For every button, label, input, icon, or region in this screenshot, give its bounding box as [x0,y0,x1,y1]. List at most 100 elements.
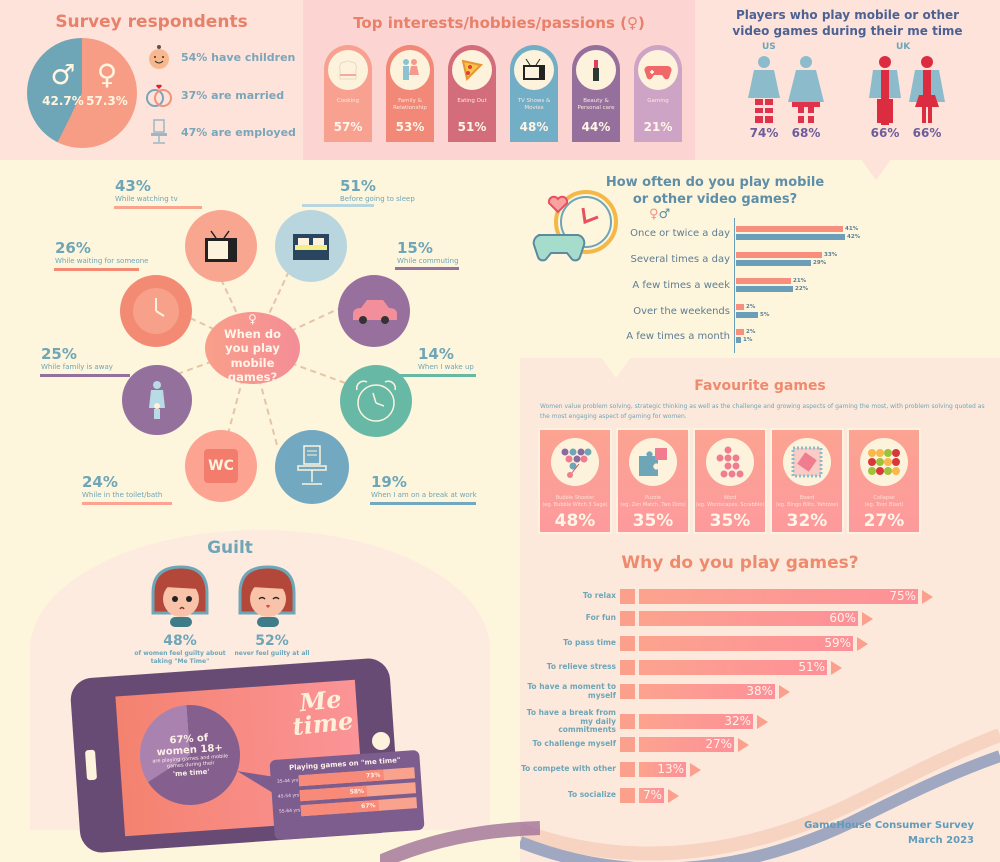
word-tiles-icon [706,438,754,486]
why-row: To socialize 7% [520,788,679,803]
arrow-right-icon [779,684,790,699]
game-card-bubble-shooter: Bubble Shooter (eg. Bubble Witch 3 Saga) … [538,428,612,534]
clock-icon [133,288,179,334]
country-label-uk: UK [896,42,911,52]
when-label: Before going to sleep [340,195,415,203]
phone-home-button [372,732,390,750]
car-circle [338,275,410,347]
game-label: Puzzle (eg. Zen Match, Two Dots) [620,495,685,509]
why-bar-stub [620,611,635,626]
why-row: For fun 60% [520,611,873,626]
guilt-text-never: never feel guilty at all [234,650,310,657]
leader-line [40,374,130,377]
leader-line [398,374,476,377]
footer-credit: GameHouse Consumer Survey March 2023 [760,818,974,848]
interest-card-tv: TV Shows & Movies 48% [510,45,558,142]
interest-label: Cooking [336,98,360,104]
guilt-title: Guilt [207,538,253,558]
interest-card-cooking: Cooking 57% [324,45,372,142]
uk-female-figure-icon [909,56,945,123]
wc-circle: WC [185,430,257,502]
game-pct: 32% [786,511,828,531]
when-item-work-break: 19% When I am on a break at work [371,473,477,499]
when-play-center: ♀ When do you play mobile games? [205,312,300,384]
puzzle-icon [629,438,677,486]
office-chair-icon [297,445,327,485]
me-time-bar: 67% [300,799,379,817]
why-bar-stub [620,788,635,803]
game-pct: 27% [863,511,905,531]
game-card-collapse: Collapse (eg. Toon Blast) 27% [847,428,921,534]
why-bar: 75% [639,589,918,604]
interest-pct: 57% [333,120,363,134]
me-time-bar: 73% [298,769,384,787]
leader-line [54,268,139,271]
why-bar: 32% [639,714,753,730]
game-label: Bubble Shooter (eg. Bubble Witch 3 Saga) [542,495,607,509]
bar-value: 29% [813,260,827,266]
why-bar-stub [620,636,635,651]
when-item-commuting: 15% While commuting [397,239,459,265]
ribbon-decoration [520,728,1000,862]
respondent-stat-label: 37% are married [181,88,285,102]
interest-pct: 21% [643,120,673,134]
frequency-title: How often do you play mobile or other vi… [600,175,830,209]
uk-male-pct: 66% [870,126,900,140]
when-pct: 24% [82,473,118,491]
when-item-toilet: 24% While in the toilet/bath [82,473,162,499]
bar-male [736,337,741,343]
us-male-figure-icon [748,56,780,123]
interests-title: Top interests/hobbies/passions (♀) [353,14,645,32]
interest-pct: 51% [457,120,487,134]
me-time-bar: 58% [299,785,368,802]
family-icon [390,50,430,90]
male-pct: 42.7% [42,94,84,108]
bar-female [736,329,744,335]
arrow-right-icon [668,788,679,803]
frequency-row-label: A few times a week [632,279,730,291]
players-title: Players who play mobile or other video g… [695,8,1000,39]
bar-value: 22% [795,286,809,292]
players-title-line: video games during their me time [732,23,963,38]
when-item-waiting: 26% While waiting for someone [55,239,148,265]
players-title-line: Players who play mobile or other [735,8,960,22]
why-row: To relax 75% [520,589,933,604]
why-label: To have a break from my daily commitment… [526,708,616,735]
pizza-icon [452,50,492,90]
game-card-word: Word (eg. Wordscapes, Scrabble) 35% [693,428,767,534]
frequency-title-line: or other video games? [632,191,798,207]
arrow-right-icon [922,589,933,604]
frequency-row: A few times a month 2% 1% [530,329,755,343]
arrow-right-icon [738,737,749,752]
bar-value: 41% [845,226,859,232]
bar-female [736,278,791,284]
bar-male [736,234,845,240]
bar-value: 1% [743,337,753,343]
car-icon [353,300,397,324]
game-name: Board [799,495,815,501]
respondent-stat-children: 54% have children [145,42,305,72]
country-label-us: US [762,42,776,52]
when-item-wake-up: 14% When I wake up [418,345,474,371]
frequency-row-label: A few times a month [626,330,730,342]
arrow-right-icon [757,714,768,729]
why-label: To relieve stress [546,662,616,672]
when-item-sleep: 51% Before going to sleep [340,177,415,203]
why-bar: 60% [639,611,858,626]
alarm-clock-circle [340,365,412,437]
when-pct: 51% [340,177,376,195]
alarm-clock-icon [356,380,396,422]
me-time-quote: 'me time' [172,767,210,778]
why-row: To relieve stress 51% [520,660,842,675]
female-symbol-icon: ♀ [248,311,257,326]
when-item-tv: 43% While watching tv [115,177,178,203]
board-game-icon [783,438,831,486]
female-legend-icon: ♀ [649,207,659,222]
why-label: To have a moment to myself [527,682,616,700]
when-pct: 25% [41,345,77,363]
why-bar-stub [620,660,635,675]
when-pct: 19% [371,473,407,491]
frequency-legend: ♀♂ [649,207,670,222]
game-card-board: Board (eg. Bingo Blitz, Yahtzee) 32% [770,428,844,534]
why-bar: 13% [639,762,686,777]
